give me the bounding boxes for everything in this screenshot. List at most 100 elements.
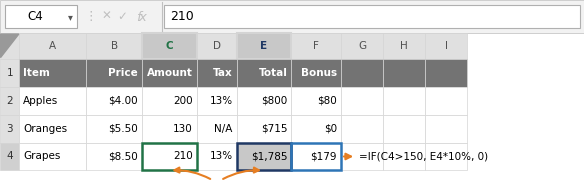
Bar	[86, 33, 142, 59]
Bar	[142, 87, 197, 115]
Bar	[0, 33, 19, 59]
Text: F: F	[313, 41, 319, 51]
Bar	[341, 143, 383, 170]
Bar	[142, 115, 197, 143]
Bar	[0, 87, 19, 115]
Bar	[383, 115, 425, 143]
Text: 200: 200	[173, 96, 193, 105]
Bar	[291, 33, 341, 59]
Bar	[197, 33, 237, 59]
Bar	[237, 143, 291, 170]
Bar	[291, 115, 341, 143]
Text: 2: 2	[6, 96, 13, 105]
Text: $8.50: $8.50	[108, 152, 138, 161]
Text: Oranges: Oranges	[23, 124, 67, 133]
Bar	[0, 115, 19, 143]
Text: Apples: Apples	[23, 96, 58, 105]
Text: C: C	[165, 41, 173, 51]
Bar	[237, 115, 291, 143]
Bar	[341, 115, 383, 143]
Polygon shape	[1, 34, 19, 58]
Text: ✕: ✕	[101, 10, 111, 23]
Text: 1: 1	[6, 68, 13, 77]
Text: $80: $80	[317, 96, 337, 105]
Text: $179: $179	[311, 152, 337, 161]
Bar	[383, 143, 425, 170]
Bar	[0, 143, 19, 170]
Bar	[425, 59, 467, 87]
Text: A: A	[49, 41, 57, 51]
Text: Amount: Amount	[147, 68, 193, 77]
Text: 3: 3	[6, 124, 13, 133]
Text: 13%: 13%	[210, 96, 232, 105]
Bar	[341, 33, 383, 59]
Bar	[86, 115, 142, 143]
Bar	[341, 59, 383, 87]
Text: Tax: Tax	[213, 68, 232, 77]
Text: Bonus: Bonus	[301, 68, 337, 77]
Text: N/A: N/A	[214, 124, 232, 133]
Text: Item: Item	[23, 68, 50, 77]
Bar	[19, 115, 86, 143]
Text: $5.50: $5.50	[108, 124, 138, 133]
Bar	[291, 143, 341, 170]
Text: 4: 4	[6, 152, 13, 161]
Text: E: E	[260, 41, 267, 51]
Bar	[19, 143, 86, 170]
Bar	[425, 143, 467, 170]
Text: $1,785: $1,785	[251, 152, 287, 161]
Bar	[86, 143, 142, 170]
Bar	[164, 5, 580, 28]
Text: G: G	[358, 41, 366, 51]
Text: ✓: ✓	[117, 10, 127, 23]
Text: D: D	[213, 41, 221, 51]
Bar	[19, 59, 86, 87]
Text: $0: $0	[324, 124, 337, 133]
Text: ⋮: ⋮	[85, 10, 98, 23]
Bar	[86, 59, 142, 87]
Bar	[383, 59, 425, 87]
Bar	[237, 143, 291, 170]
Text: H: H	[400, 41, 408, 51]
Text: Total: Total	[259, 68, 287, 77]
Text: 13%: 13%	[210, 152, 232, 161]
Bar	[197, 143, 237, 170]
Bar	[142, 143, 197, 170]
Bar	[425, 115, 467, 143]
Bar	[86, 87, 142, 115]
Bar	[237, 87, 291, 115]
Bar	[291, 59, 341, 87]
Text: =IF(C4>150, E4*10%, 0): =IF(C4>150, E4*10%, 0)	[359, 152, 488, 161]
Bar	[142, 143, 197, 170]
Bar	[197, 59, 237, 87]
Text: Grapes: Grapes	[23, 152, 61, 161]
Text: 210: 210	[170, 10, 194, 23]
Text: $715: $715	[261, 124, 287, 133]
Text: 210: 210	[173, 152, 193, 161]
Bar	[291, 87, 341, 115]
Text: Price: Price	[108, 68, 138, 77]
Bar	[197, 87, 237, 115]
Text: $800: $800	[261, 96, 287, 105]
Text: C4: C4	[27, 10, 43, 23]
Bar	[19, 87, 86, 115]
Text: $f\!x$: $f\!x$	[135, 9, 148, 24]
Bar	[142, 33, 197, 59]
Text: B: B	[110, 41, 118, 51]
Text: 130: 130	[173, 124, 193, 133]
Bar	[19, 33, 86, 59]
Text: $4.00: $4.00	[108, 96, 138, 105]
Bar	[425, 87, 467, 115]
Bar	[197, 115, 237, 143]
Bar	[237, 59, 291, 87]
Bar	[383, 33, 425, 59]
Bar	[341, 87, 383, 115]
Text: I: I	[444, 41, 448, 51]
Bar	[0, 0, 584, 33]
Bar	[425, 33, 467, 59]
Bar	[383, 87, 425, 115]
Bar	[142, 59, 197, 87]
Bar	[0, 59, 19, 87]
Bar	[5, 5, 77, 28]
Bar	[291, 143, 341, 170]
